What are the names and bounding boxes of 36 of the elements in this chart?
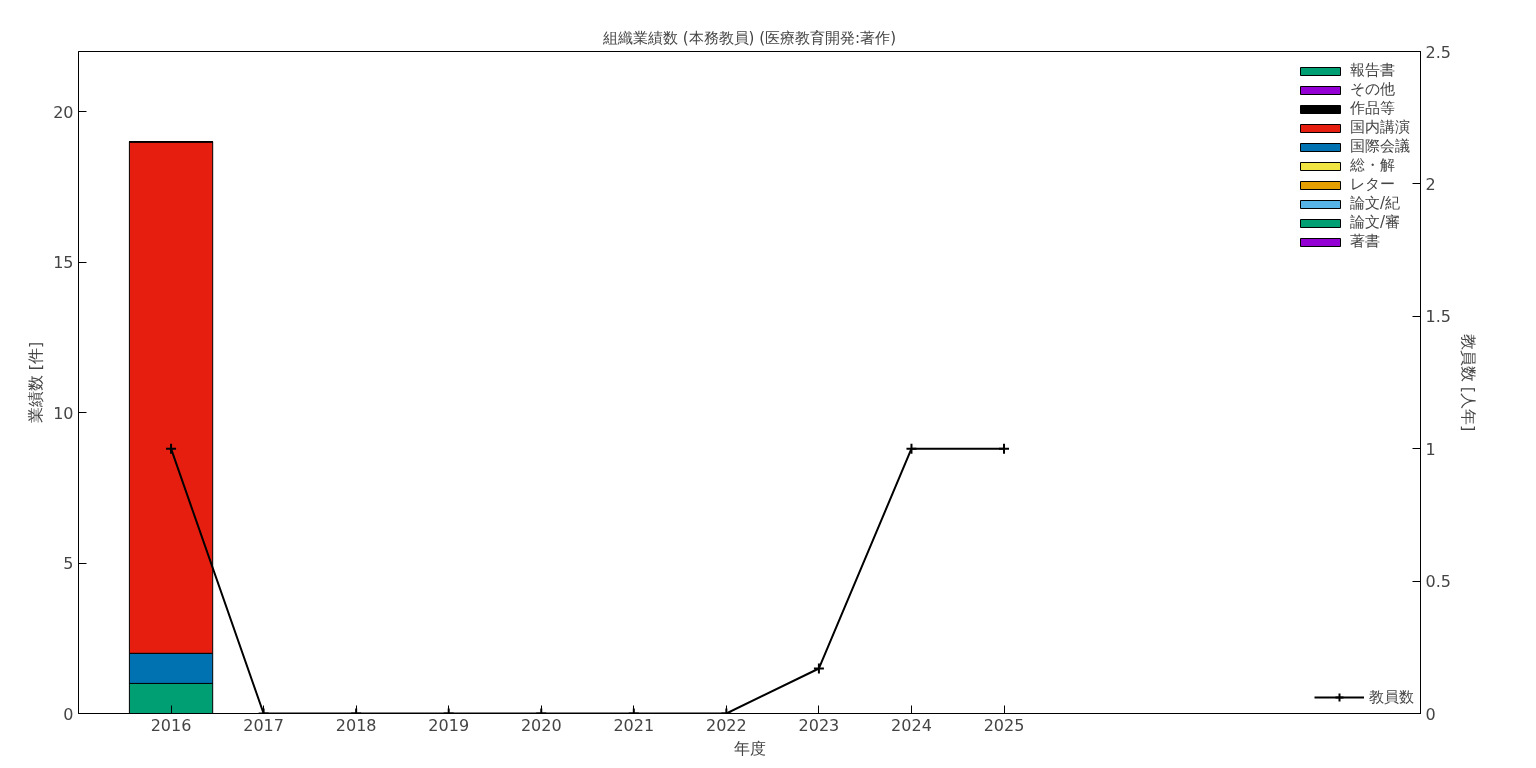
legend-label: その他 bbox=[1350, 80, 1395, 99]
y-tick-label: 5 bbox=[63, 554, 74, 574]
y2-tick-label: 1 bbox=[1425, 439, 1436, 459]
legend-label: 報告書 bbox=[1350, 61, 1395, 80]
legend-label: 教員数 bbox=[1369, 687, 1414, 707]
x-tick-label: 2016 bbox=[150, 715, 192, 735]
x-tick-label: 2023 bbox=[798, 715, 840, 735]
y2-tick-label: 1.5 bbox=[1425, 307, 1451, 327]
y-tick-label: 20 bbox=[53, 102, 74, 122]
y2-tick-label: 2.5 bbox=[1425, 42, 1451, 62]
legend-label: 総・解 bbox=[1350, 156, 1395, 175]
x-tick-label: 2024 bbox=[891, 715, 932, 735]
x-tick-label: 2017 bbox=[243, 715, 284, 735]
chart-title: 組織業績数 (本務教員) (医療教育開発:著作) bbox=[602, 28, 896, 47]
y2-axis-title: 教員数 [人年] bbox=[1458, 333, 1478, 432]
x-tick-label: 2022 bbox=[706, 715, 747, 735]
y2-tick-label: 0.5 bbox=[1425, 572, 1451, 592]
y-axis-title: 業績数 [件] bbox=[26, 341, 46, 424]
y-tick-label: 15 bbox=[53, 253, 74, 273]
legend-label: 作品等 bbox=[1350, 99, 1395, 118]
x-tick-label: 2020 bbox=[520, 715, 562, 735]
legend-label: レター bbox=[1350, 175, 1395, 194]
x-tick-label: 2019 bbox=[428, 715, 470, 735]
x-tick-label: 2025 bbox=[983, 715, 1025, 735]
y-tick-label: 0 bbox=[63, 704, 74, 724]
legend-label: 国内講演 bbox=[1350, 118, 1410, 137]
legend-label: 国際会議 bbox=[1350, 137, 1410, 156]
y2-tick-label: 2 bbox=[1425, 174, 1436, 194]
legend-label: 著書 bbox=[1350, 232, 1380, 251]
x-axis-title: 年度 bbox=[733, 738, 766, 758]
x-tick-label: 2021 bbox=[613, 715, 655, 735]
legend-label: 論文/審 bbox=[1350, 213, 1401, 232]
y-tick-label: 10 bbox=[53, 403, 74, 423]
x-tick-label: 2018 bbox=[335, 715, 377, 735]
legend-label: 論文/紀 bbox=[1350, 194, 1401, 213]
y2-tick-label: 0 bbox=[1425, 704, 1436, 724]
